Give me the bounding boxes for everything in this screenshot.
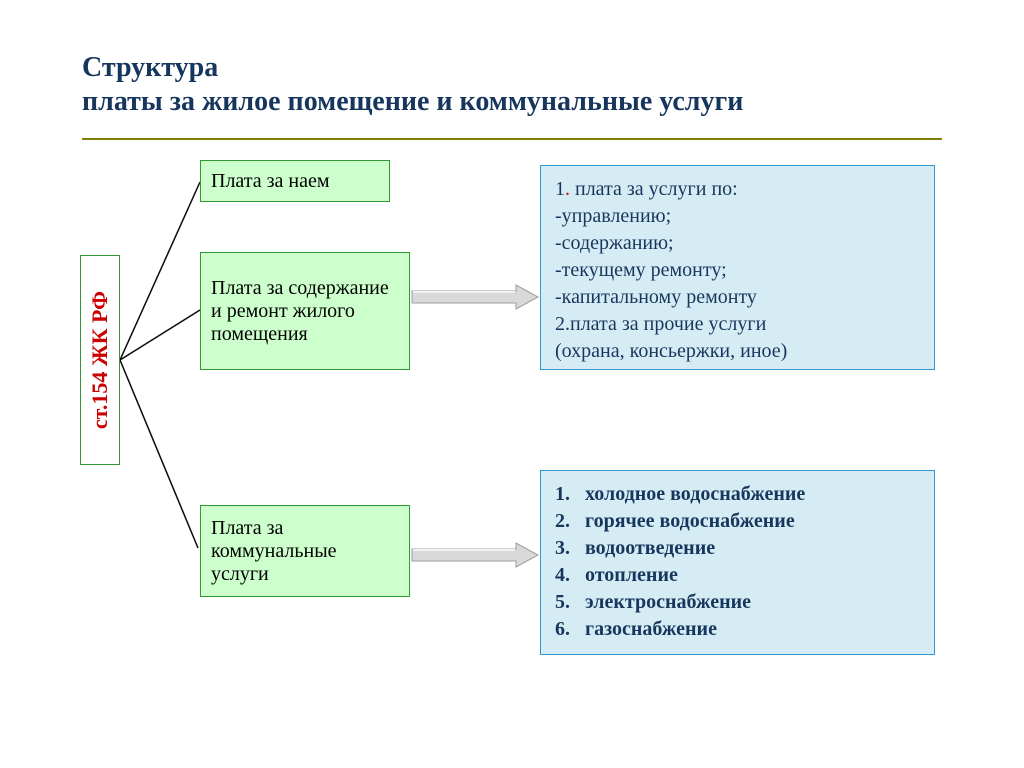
title-line-2: платы за жилое помещение и коммунальные … xyxy=(82,86,743,118)
divider xyxy=(82,138,942,140)
detail-box-2: 1. холодное водоснабжение2. горячее водо… xyxy=(540,470,935,655)
node-maint-label: Плата за содержание и ремонт жилого поме… xyxy=(211,277,399,346)
source-box: ст.154 ЖК РФ xyxy=(80,255,120,465)
title-line-1: Структура xyxy=(82,52,743,84)
node-maintenance: Плата за содержание и ремонт жилого поме… xyxy=(200,252,410,370)
source-label: ст.154 ЖК РФ xyxy=(87,291,113,429)
title-block: Структура платы за жилое помещение и ком… xyxy=(82,52,743,118)
node-utilities: Плата за коммунальные услуги xyxy=(200,505,410,597)
node-rent: Плата за наем xyxy=(200,160,390,202)
node-util-label: Плата за коммунальные услуги xyxy=(211,517,399,586)
node-rent-label: Плата за наем xyxy=(211,170,330,193)
detail-box-1: 1. плата за услуги по:-управлению;-содер… xyxy=(540,165,935,370)
